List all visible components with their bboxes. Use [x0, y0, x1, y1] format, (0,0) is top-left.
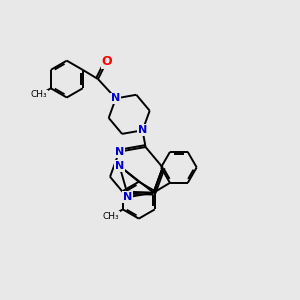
Text: O: O	[102, 55, 112, 68]
Text: N: N	[123, 192, 132, 202]
Text: N: N	[115, 161, 124, 171]
Text: N: N	[115, 147, 124, 157]
Text: N: N	[138, 125, 147, 135]
Text: N: N	[111, 93, 120, 103]
Text: CH₃: CH₃	[103, 212, 120, 220]
Text: CH₃: CH₃	[31, 91, 47, 100]
